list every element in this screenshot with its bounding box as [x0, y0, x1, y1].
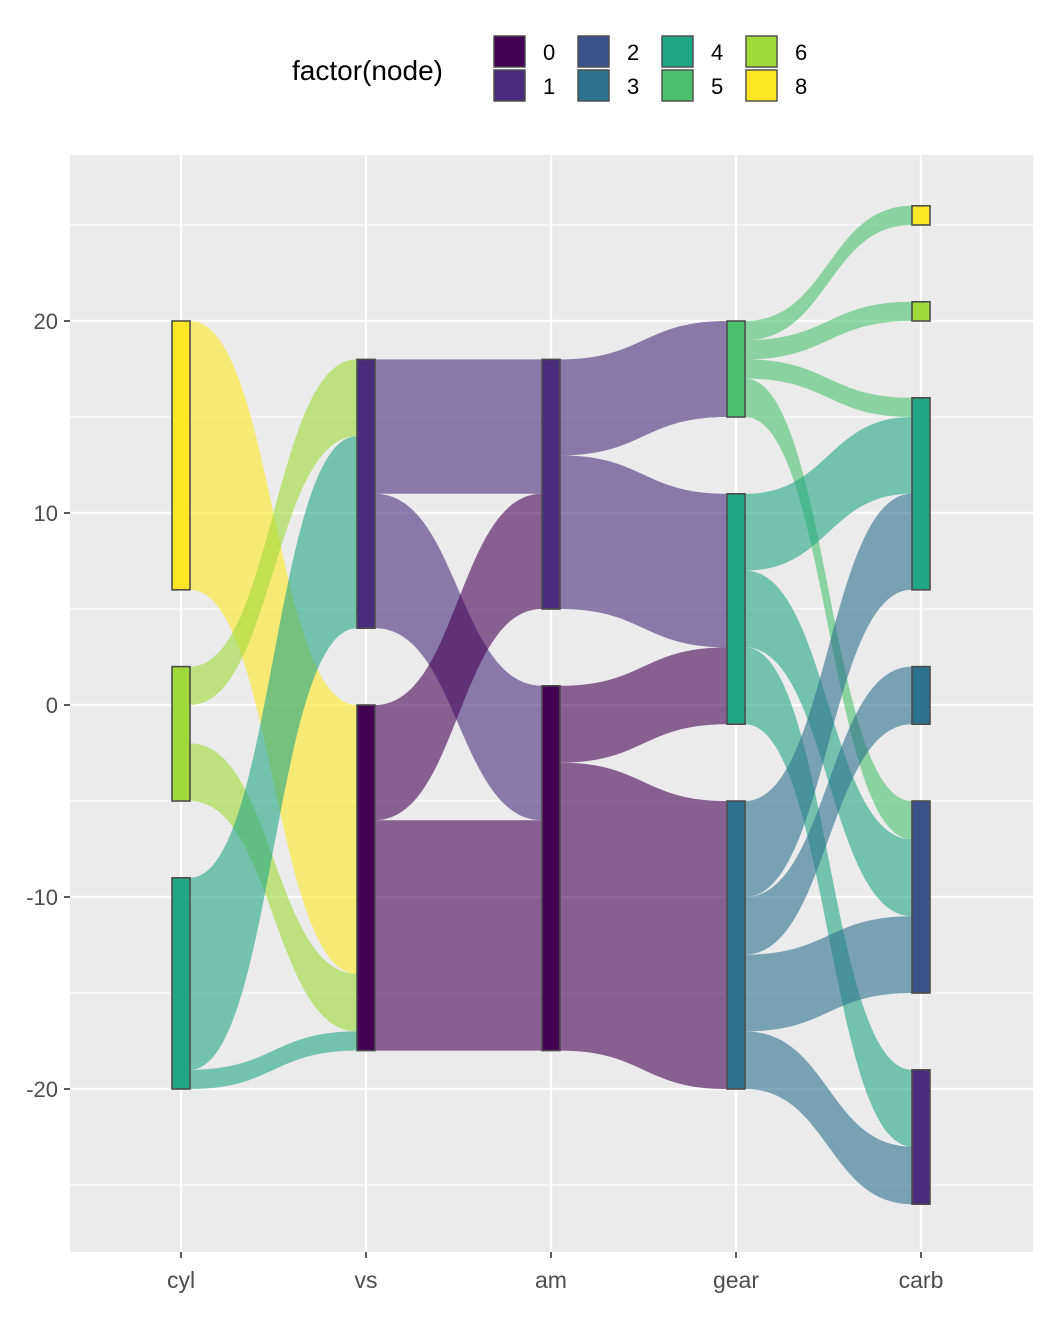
node-gear-5 [726, 320, 746, 418]
node-carb-3 [911, 665, 931, 725]
node-carb-6 [911, 300, 931, 322]
nodes [171, 205, 931, 1206]
legend-key-2 [577, 35, 610, 68]
node-carb-2 [911, 800, 931, 994]
flow-vs-am [375, 493, 542, 821]
flow-cyl-vs [190, 321, 357, 974]
legend-key-0 [493, 35, 526, 68]
flow-gear-carb [745, 417, 912, 571]
flow-gear-carb [745, 205, 912, 341]
flow-am-gear [560, 455, 727, 648]
flow-vs-am [375, 820, 542, 1051]
legend-label: 2 [627, 40, 639, 65]
legend-label: 0 [543, 40, 555, 65]
legend-label: 3 [627, 74, 639, 99]
flow-gear-carb [745, 1031, 912, 1205]
y-tick-label: 20 [34, 309, 58, 334]
flow-gear-carb [745, 493, 912, 897]
node-cyl-8 [171, 320, 191, 591]
y-tick-label: -10 [26, 885, 58, 910]
legend-key-5 [661, 69, 694, 102]
y-tick-label: 10 [34, 501, 58, 526]
x-tick-label: gear [713, 1267, 759, 1293]
node-gear-3 [726, 800, 746, 1090]
node-cyl-4 [171, 876, 191, 1090]
flow-gear-carb [745, 570, 912, 917]
legend-label: 6 [795, 40, 807, 65]
legend-key-4 [661, 35, 694, 68]
axes: -20 -10 0 10 20 cyl vs am gear carb [26, 309, 943, 1293]
flow-cyl-vs [190, 743, 357, 1032]
x-tick-label: am [535, 1267, 567, 1293]
flow-gear-carb [745, 359, 912, 417]
flow-gear-carb [745, 647, 912, 1147]
legend-label: 5 [711, 74, 723, 99]
node-vs-0 [356, 704, 376, 1052]
node-vs-1 [356, 358, 376, 629]
node-gear-4 [726, 492, 746, 725]
flow-vs-am [375, 359, 542, 494]
node-am-0 [541, 684, 561, 1052]
y-tick-label: 0 [46, 693, 58, 718]
x-tick-label: carb [899, 1267, 944, 1293]
flow-cyl-vs [190, 359, 357, 705]
node-cyl-6 [171, 665, 191, 802]
flow-am-gear [560, 762, 727, 1089]
flow-cyl-vs [190, 1031, 357, 1089]
legend-label: 8 [795, 74, 807, 99]
flows [190, 205, 912, 1205]
flow-gear-carb [745, 301, 912, 360]
legend: factor(node) 0 1 2 3 4 5 6 8 [292, 35, 807, 102]
x-tick-label: cyl [167, 1267, 195, 1293]
x-tick-label: vs [355, 1267, 378, 1293]
flow-am-gear [560, 321, 727, 456]
flow-cyl-vs [190, 436, 357, 1070]
flow-gear-carb [745, 916, 912, 1032]
flow-am-gear [560, 647, 727, 763]
flow-gear-carb [745, 378, 912, 840]
legend-key-6 [745, 35, 778, 68]
legend-title: factor(node) [292, 55, 443, 86]
y-tick-label: -20 [26, 1077, 58, 1102]
node-carb-1 [911, 1069, 931, 1206]
legend-key-1 [493, 69, 526, 102]
flow-gear-carb [745, 666, 912, 955]
legend-label: 1 [543, 74, 555, 99]
node-carb-4 [911, 396, 931, 591]
legend-key-3 [577, 69, 610, 102]
legend-label: 4 [711, 40, 723, 65]
legend-key-8 [745, 69, 778, 102]
node-carb-8 [911, 205, 931, 226]
node-am-1 [541, 358, 561, 610]
